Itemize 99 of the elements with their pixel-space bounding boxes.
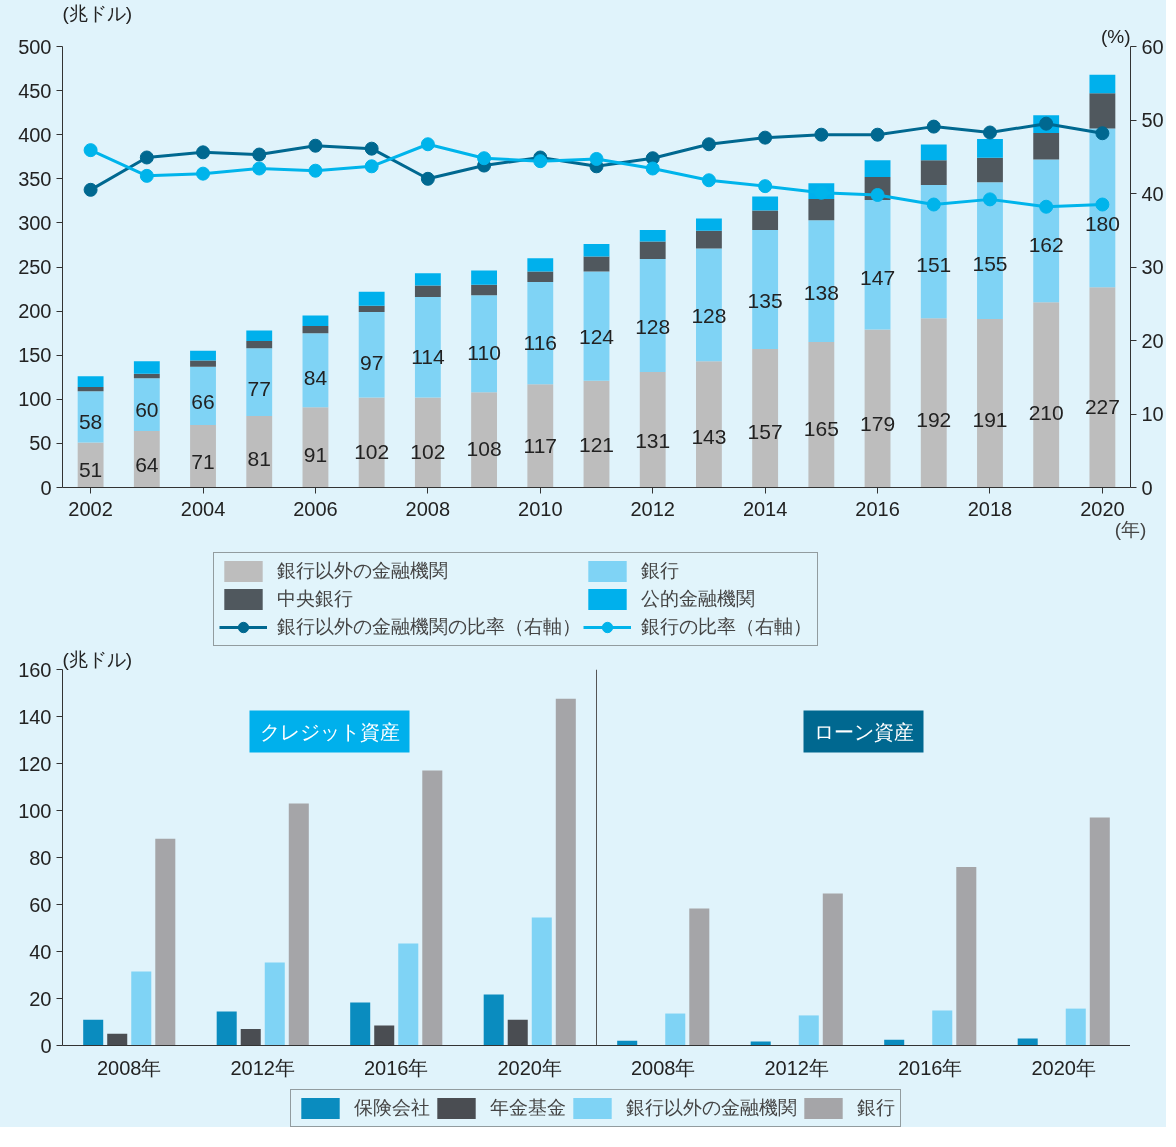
y-tick-label: 60: [29, 893, 52, 916]
x-tick-label: 2008年: [97, 1056, 162, 1079]
y-tick-label: 0: [40, 476, 52, 499]
data-label: 180: [1084, 211, 1120, 235]
x-axis-title: (年): [1114, 518, 1147, 540]
y-tick-label: 50: [29, 432, 52, 455]
y-tick-label: 140: [18, 705, 52, 728]
data-label: 117: [523, 434, 558, 458]
data-label: 66: [191, 389, 215, 413]
data-label: 131: [635, 429, 671, 453]
data-label: 128: [635, 314, 671, 338]
x-tick-label: 2018: [967, 497, 1013, 520]
x-tick-label: 2008年: [631, 1056, 696, 1079]
y-tick-label: 0: [40, 1034, 52, 1057]
data-label: 114: [411, 345, 445, 369]
legend-label: 中央銀行: [277, 587, 353, 611]
y-tick-label: 100: [18, 388, 52, 411]
data-label: 135: [747, 289, 783, 313]
data-label: 51: [78, 457, 103, 481]
data-label: 116: [523, 331, 558, 355]
y-tick-label: 100: [18, 799, 52, 822]
x-tick-label: 2012年: [764, 1056, 829, 1079]
annotation: クレジット資産: [259, 720, 400, 743]
legend-label: 銀行の比率（右軸）: [641, 615, 812, 639]
y2-tick-label: 0: [1141, 476, 1153, 499]
y-tick-label: 500: [18, 35, 52, 58]
data-label: 124: [578, 325, 615, 349]
data-label: 84: [303, 365, 328, 389]
y-tick-label: 450: [18, 79, 52, 102]
data-label: 155: [972, 252, 1008, 276]
y2-tick-label: 40: [1141, 182, 1164, 205]
x-tick-label: 2004: [180, 497, 226, 520]
y-tick-label: 200: [18, 300, 52, 323]
data-label: 64: [135, 452, 159, 476]
x-tick-label: 2016: [855, 497, 900, 520]
x-tick-label: 2016年: [898, 1056, 963, 1079]
data-label: 77: [247, 376, 271, 400]
data-label: 108: [466, 437, 502, 461]
data-label: 91: [303, 443, 328, 467]
data-label: 147: [860, 265, 896, 289]
y-tick-label: 150: [18, 344, 52, 367]
y2-tick-label: 60: [1141, 35, 1164, 58]
x-tick-label: 2020: [1080, 497, 1125, 520]
y-tick-label: 120: [18, 752, 52, 775]
y-tick-label: 250: [18, 256, 52, 278]
data-label: 151: [916, 252, 952, 276]
y2-tick-label: 30: [1141, 256, 1164, 278]
legend-label: 銀行以外の金融機関の比率（右軸）: [277, 615, 581, 639]
y-tick-label: 160: [18, 658, 52, 681]
x-tick-label: 2008: [405, 497, 451, 520]
y-tick-label: 40: [29, 940, 52, 963]
data-label: 60: [135, 397, 159, 421]
y2-tick-label: 10: [1141, 403, 1164, 425]
y2-tick-label: 20: [1141, 329, 1164, 352]
data-label: 102: [410, 439, 446, 463]
y-axis-title: (兆ドル): [62, 2, 133, 24]
y-tick-label: 20: [29, 987, 52, 1010]
y-tick-label: 400: [18, 123, 52, 146]
legend-label: 公的金融機関: [641, 587, 755, 611]
y2-axis-title: (%): [1100, 25, 1131, 47]
y-tick-label: 300: [18, 211, 52, 234]
data-label: 143: [691, 425, 727, 449]
legend-label: 銀行以外の金融機関: [626, 1096, 797, 1120]
x-tick-label: 2020年: [497, 1056, 562, 1079]
legend-label: 銀行: [641, 559, 679, 583]
legend-label: 保険会社: [354, 1096, 430, 1120]
x-tick-label: 2014: [742, 497, 788, 520]
data-label: 191: [972, 408, 1008, 432]
data-label: 102: [354, 439, 390, 463]
data-label: 210: [1028, 401, 1064, 425]
y-tick-label: 80: [29, 846, 52, 869]
data-label: 121: [578, 432, 615, 456]
data-label: 71: [191, 450, 215, 474]
x-tick-label: 2020年: [1031, 1056, 1096, 1079]
y2-tick-label: 50: [1141, 109, 1164, 131]
legend-label: 銀行以外の金融機関: [277, 559, 448, 583]
legend-label: 年金基金: [490, 1096, 566, 1120]
data-label: 110: [467, 341, 501, 365]
x-tick-label: 2006: [293, 497, 338, 520]
x-tick-label: 2002: [68, 497, 113, 520]
x-tick-label: 2012年: [230, 1056, 295, 1079]
y-tick-label: 350: [18, 167, 52, 190]
data-label: 165: [803, 417, 839, 441]
data-label: 58: [78, 410, 103, 434]
data-label: 97: [359, 351, 384, 375]
data-label: 227: [1084, 395, 1120, 419]
x-tick-label: 2016年: [364, 1056, 429, 1079]
x-tick-label: 2012: [630, 497, 675, 520]
data-label: 157: [747, 420, 783, 444]
data-label: 81: [247, 446, 271, 470]
x-tick-label: 2010: [518, 497, 563, 520]
data-label: 162: [1028, 233, 1064, 257]
legend-label: 銀行: [857, 1096, 895, 1120]
annotation: ローン資産: [813, 720, 914, 743]
data-label: 179: [860, 412, 896, 436]
y-axis-title: (兆ドル): [62, 648, 133, 670]
data-label: 192: [916, 407, 952, 431]
data-label: 128: [691, 304, 727, 328]
data-label: 138: [803, 281, 839, 305]
